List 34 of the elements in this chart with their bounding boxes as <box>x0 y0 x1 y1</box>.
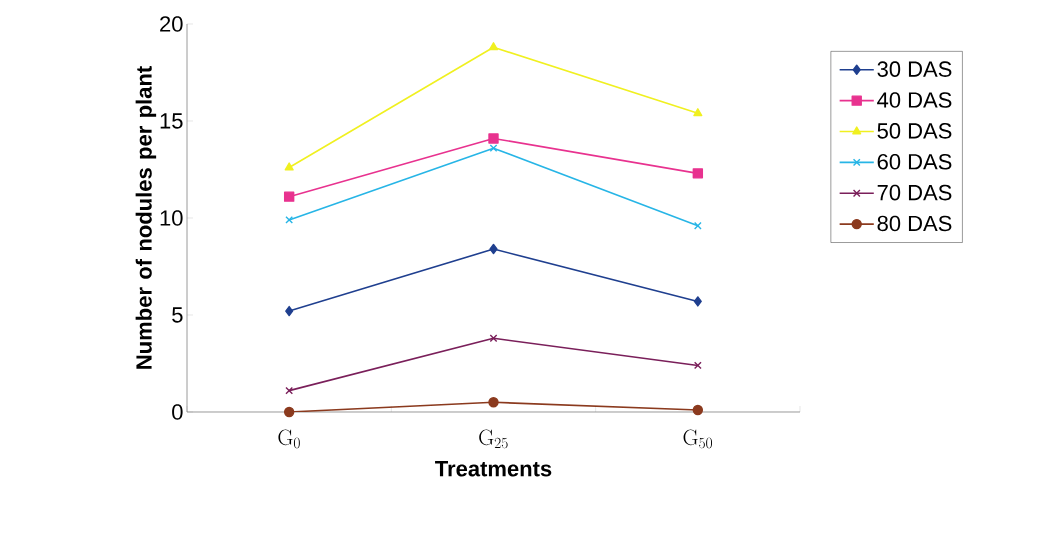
legend-label: 60 DAS <box>877 153 952 170</box>
legend-label: 40 DAS <box>877 92 952 108</box>
point <box>692 168 704 179</box>
y-axis-title: Number of nodules per plant <box>135 66 157 369</box>
point <box>285 386 294 395</box>
y-tick-label: 0 <box>172 404 183 420</box>
y-tick-label: 10 <box>160 210 183 226</box>
point <box>693 361 702 370</box>
point <box>285 216 294 224</box>
point <box>488 42 499 51</box>
x-tick-label: G$_{25}$ <box>479 429 508 449</box>
y-tick-label: 15 <box>160 113 183 129</box>
point <box>489 144 498 153</box>
point <box>284 162 294 171</box>
legend-label: 30 DAS <box>877 61 952 77</box>
point <box>489 243 498 255</box>
x-axis-title: Treatments <box>435 461 552 477</box>
point <box>285 305 294 317</box>
point <box>488 133 499 144</box>
y-tick-label: 5 <box>172 307 183 323</box>
legend-label: 70 DAS <box>877 184 952 201</box>
point <box>693 108 703 117</box>
x-tick-label: G$_{50}$ <box>683 429 713 449</box>
point <box>283 191 295 202</box>
legend-label: 80 DAS <box>877 215 952 232</box>
point <box>693 296 702 307</box>
x-tick-label: G$_{0}$ <box>278 429 300 449</box>
y-tick-label: 20 <box>160 16 183 32</box>
point <box>692 404 704 416</box>
point <box>488 397 499 408</box>
point <box>283 406 295 418</box>
point <box>693 221 702 230</box>
point <box>489 334 498 343</box>
legend-label: 50 DAS <box>877 123 952 139</box>
